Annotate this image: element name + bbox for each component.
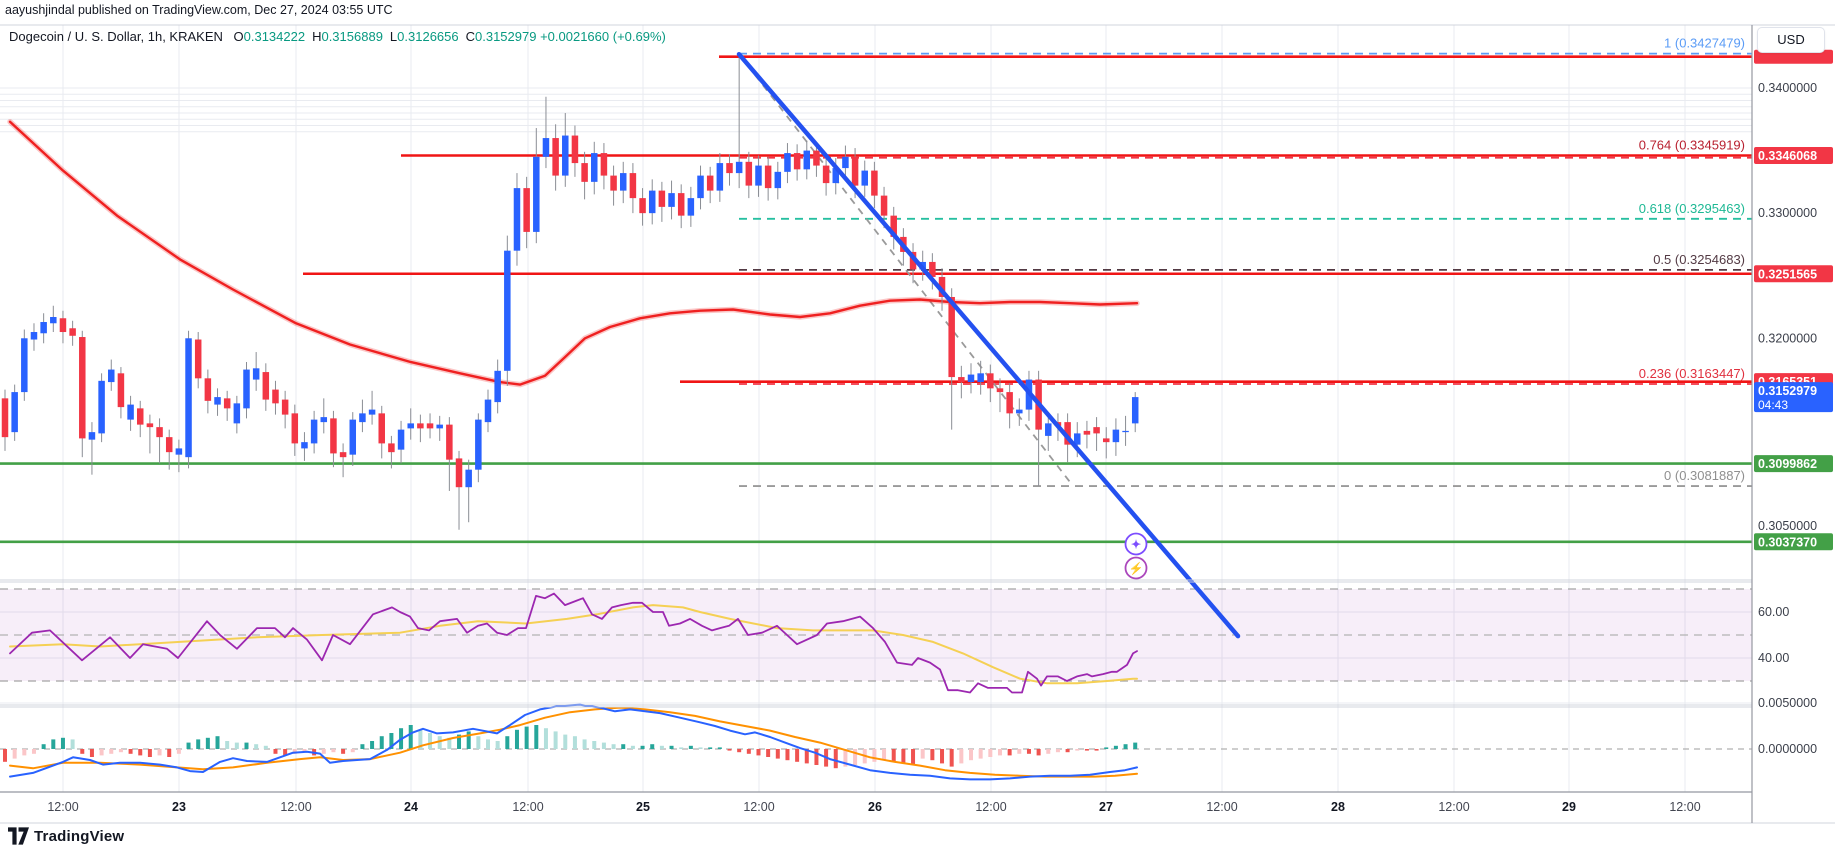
- symbol-title[interactable]: Dogecoin / U. S. Dollar, 1h, KRAKEN: [9, 29, 223, 44]
- svg-text:0.236 (0.3163447): 0.236 (0.3163447): [1639, 366, 1745, 381]
- svg-text:28: 28: [1331, 800, 1345, 814]
- svg-text:12:00: 12:00: [47, 800, 78, 814]
- svg-text:0.5 (0.3254683): 0.5 (0.3254683): [1653, 252, 1745, 267]
- tradingview-logo-text: TradingView: [34, 827, 125, 845]
- svg-text:0.0000000: 0.0000000: [1758, 742, 1817, 756]
- svg-text:0.3050000: 0.3050000: [1758, 519, 1817, 533]
- ohlc-field-value: 0.3152979: [475, 29, 537, 44]
- price-label: [1754, 146, 1833, 164]
- svg-text:12:00: 12:00: [1438, 800, 1469, 814]
- svg-text:12:00: 12:00: [512, 800, 543, 814]
- price-label: [1754, 382, 1833, 413]
- symbol-header: Dogecoin / U. S. Dollar, 1h, KRAKEN O0.3…: [9, 29, 666, 44]
- price-label: [1754, 265, 1833, 283]
- svg-text:0.3400000: 0.3400000: [1758, 81, 1817, 95]
- svg-text:1 (0.3427479): 1 (0.3427479): [1664, 36, 1745, 51]
- svg-text:12:00: 12:00: [280, 800, 311, 814]
- macd-histogram: [3, 725, 1138, 769]
- svg-text:0.3037370: 0.3037370: [1758, 535, 1817, 549]
- price-axis-labels: 0.3400000 0.3300000 0.3200000 0.3050000 60.0…: [1758, 81, 1817, 756]
- svg-text:0.3099862: 0.3099862: [1758, 457, 1817, 471]
- svg-text:12:00: 12:00: [975, 800, 1006, 814]
- descending-trendline[interactable]: [736, 51, 1241, 639]
- svg-text:0.3346068: 0.3346068: [1758, 149, 1817, 163]
- price-label-boxes: 0.33460680.32515650.31653510.315297904:4…: [1754, 49, 1833, 551]
- ohlc-field-label: O: [233, 29, 244, 44]
- svg-text:0.3251565: 0.3251565: [1758, 267, 1817, 281]
- svg-text:0.3200000: 0.3200000: [1758, 331, 1817, 345]
- svg-text:12:00: 12:00: [1669, 800, 1700, 814]
- svg-text:12:00: 12:00: [743, 800, 774, 814]
- ohlc-field-value: 0.3156889: [321, 29, 383, 44]
- svg-text:60.00: 60.00: [1758, 605, 1789, 619]
- sparkle-icon[interactable]: ✦: [1124, 532, 1148, 556]
- ohlc-field-value: 0.3134222: [243, 29, 306, 44]
- svg-text:⚡: ⚡: [1129, 562, 1144, 576]
- svg-text:0.618 (0.3295463): 0.618 (0.3295463): [1639, 201, 1745, 216]
- svg-text:27: 27: [1099, 800, 1113, 814]
- svg-text:29: 29: [1562, 800, 1576, 814]
- ohlc-field-label: H: [312, 29, 322, 44]
- candlestick-series: [1, 54, 1139, 530]
- svg-text:0.0050000: 0.0050000: [1758, 696, 1817, 710]
- svg-text:40.00: 40.00: [1758, 651, 1789, 665]
- svg-text:✦: ✦: [1131, 538, 1141, 552]
- time-axis-scale[interactable]: [0, 793, 1752, 823]
- svg-text:04:43: 04:43: [1758, 398, 1788, 412]
- svg-text:25: 25: [636, 800, 650, 814]
- svg-text:23: 23: [172, 800, 186, 814]
- svg-text:12:00: 12:00: [1206, 800, 1237, 814]
- svg-text:24: 24: [404, 800, 418, 814]
- currency-unit-button[interactable]: USD: [1757, 27, 1825, 53]
- chart-panes: ✦⚡: [0, 25, 1752, 792]
- svg-text:0.764 (0.3345919): 0.764 (0.3345919): [1639, 138, 1745, 153]
- lightning-icon[interactable]: ⚡: [1124, 556, 1148, 580]
- ma-line: [8, 120, 1139, 386]
- fib-labels: 1 (0.3427479) 0.764 (0.3345919) 0.618 (0.3…: [1639, 36, 1745, 483]
- ohlc-field-label: L: [389, 29, 398, 44]
- price-label: [1754, 49, 1833, 64]
- time-axis-labels: 12:00 23 12:00 24 12:00 25 12:00 26 12:00 27 12:00…: [47, 800, 1700, 814]
- change-value: +0.0021660 (+0.69%): [540, 29, 666, 44]
- tradingview-logo-icon: [8, 827, 29, 845]
- ohlc-field-label: C: [465, 29, 475, 44]
- publisher-line: aayushjindal published on TradingView.co…: [5, 3, 393, 17]
- svg-text:26: 26: [868, 800, 882, 814]
- svg-text:0 (0.3081887): 0 (0.3081887): [1664, 468, 1745, 483]
- ohlc-values: O0.3134222 H0.3156889 L0.3126656 C0.3152979: [227, 29, 537, 44]
- svg-text:0.3152979: 0.3152979: [1758, 384, 1817, 398]
- price-label: [1754, 455, 1833, 473]
- price-axis-scale[interactable]: [1752, 25, 1835, 792]
- svg-text:0.3300000: 0.3300000: [1758, 206, 1817, 220]
- ohlc-field-value: 0.3126656: [397, 29, 459, 44]
- price-label: [1754, 533, 1833, 551]
- tradingview-logo[interactable]: TradingView: [8, 827, 124, 845]
